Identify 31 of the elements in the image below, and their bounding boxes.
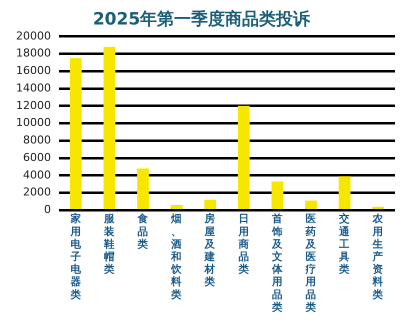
x-tick-label: 医药及医疗用品类 [304,213,318,314]
y-tick-label: 16000 [16,64,51,78]
y-tick-label: 20000 [16,29,51,42]
chart-title: 2025年第一季度商品类投诉 [92,10,312,30]
y-tick-label: 12000 [16,98,51,112]
y-tick-label: 2000 [22,186,51,199]
bar [170,204,182,209]
bar [104,46,116,209]
x-tick-label: 家用电子电器类 [69,212,82,301]
bar [70,58,82,209]
x-tick-label: 服装鞋帽类 [102,213,116,276]
y-tick-label: 6000 [22,150,51,164]
y-tick-label: 4000 [22,168,51,182]
bar [238,106,250,209]
bar [305,200,317,209]
bar [137,168,149,209]
x-tick-label: 房屋及建材类 [204,212,217,288]
x-tick-label: 食品类 [136,212,148,250]
y-tick-label: 14000 [16,81,51,94]
y-tick-label: 0 [44,203,51,216]
bar [338,176,350,209]
y-tick-label: 18000 [16,46,51,60]
x-tick-label: 首饰及文体用品类 [270,212,284,314]
bar [272,182,284,209]
x-tick-label: 农用生产资料类 [372,212,385,301]
x-tick-label: 交通工具类 [338,212,352,276]
y-tick-label: 10000 [16,116,51,130]
x-tick-label: 烟、酒和饮料类 [170,212,184,301]
bar [204,200,216,209]
y-tick-label: 8000 [22,134,51,147]
x-tick-label: 日用商品类 [237,213,250,276]
